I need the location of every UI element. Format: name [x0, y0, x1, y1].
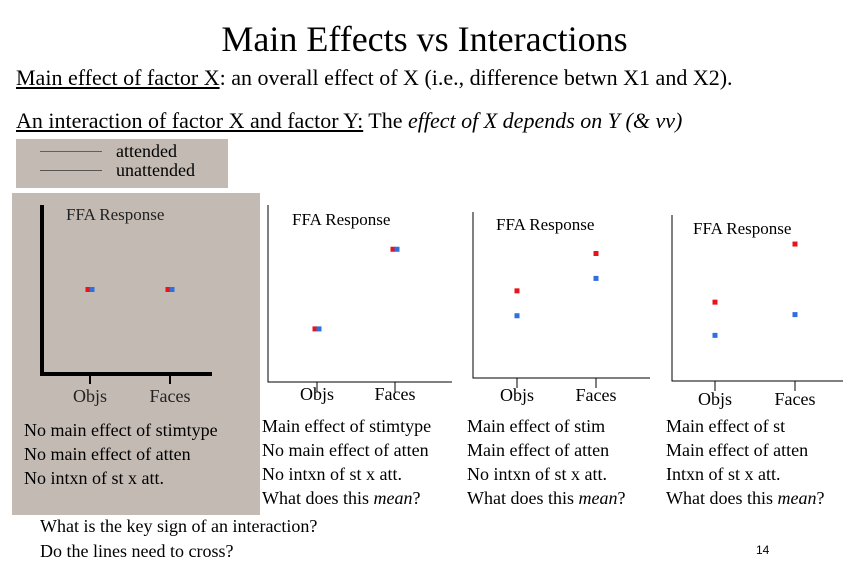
legend-label: unattended	[116, 160, 195, 180]
data-point-attended	[792, 241, 798, 247]
y-axis-label: FFA Response	[66, 205, 164, 224]
data-point-unattended	[514, 313, 520, 319]
x-tick-label: Faces	[150, 386, 191, 406]
page-number: 14	[756, 543, 770, 557]
x-tick-label: Faces	[576, 385, 617, 405]
caption-line: No main effect of stimtype	[24, 420, 218, 440]
caption-4: Main effect of st Main effect of atten I…	[666, 414, 824, 510]
chart-1-background	[12, 193, 260, 515]
interaction-term: An interaction of factor X and factor Y:	[16, 108, 364, 133]
caption-line: Main effect of atten	[666, 440, 809, 460]
legend-swatch-unattended	[40, 170, 102, 171]
data-point-attended	[85, 287, 91, 292]
caption-question: What does this mean?	[262, 488, 421, 508]
interaction-text: The	[363, 108, 408, 133]
caption-line: No main effect of atten	[24, 444, 191, 464]
y-axis-label: FFA Response	[693, 219, 791, 238]
interaction-definition: An interaction of factor X and factor Y:…	[16, 108, 682, 134]
caption-line: No intxn of st x att.	[24, 468, 164, 488]
caption-3: Main effect of stim Main effect of atten…	[467, 414, 625, 510]
x-tick-label: Objs	[73, 386, 107, 406]
question-lines-cross: Do the lines need to cross?	[40, 541, 234, 561]
main-effect-text: : an overall effect of X (i.e., differen…	[219, 65, 733, 90]
data-point-unattended	[593, 275, 599, 281]
legend-label: attended	[116, 141, 177, 161]
legend-swatch-attended	[40, 151, 102, 152]
data-point-unattended	[792, 312, 798, 318]
x-tick-label: Objs	[300, 384, 334, 404]
caption-question: What does this mean?	[467, 488, 626, 508]
caption-question: What does this mean?	[666, 488, 825, 508]
slide-title: Main Effects vs Interactions	[221, 19, 628, 59]
main-effect-term: Main effect of factor X	[16, 65, 220, 90]
data-point-unattended	[89, 287, 95, 292]
caption-line: No intxn of st x att.	[262, 464, 402, 484]
data-point-attended	[593, 251, 599, 256]
main-effect-definition: Main effect of factor X: an overall effe…	[16, 65, 733, 91]
caption-line: Main effect of atten	[467, 440, 610, 460]
data-point-unattended	[169, 287, 175, 292]
y-axis-label: FFA Response	[496, 215, 594, 234]
x-tick-label: Objs	[500, 385, 534, 405]
legend: attended unattended	[16, 139, 228, 188]
data-point-attended	[312, 326, 318, 332]
x-tick-label: Objs	[698, 389, 732, 409]
data-point-attended	[165, 287, 171, 292]
caption-line: Main effect of stimtype	[262, 416, 432, 436]
data-point-attended	[390, 246, 396, 252]
caption-line: Main effect of stim	[467, 416, 606, 436]
caption-1: No main effect of stimtype No main effec…	[24, 418, 218, 490]
data-point-unattended	[316, 326, 322, 332]
x-tick-label: Faces	[775, 389, 816, 409]
caption-line: Intxn of st x att.	[666, 464, 781, 484]
question-key-sign: What is the key sign of an interaction?	[40, 516, 318, 536]
y-axis-label: FFA Response	[292, 210, 390, 229]
data-point-unattended	[394, 246, 400, 252]
caption-line: No main effect of atten	[262, 440, 429, 460]
data-point-unattended	[712, 332, 718, 338]
x-tick-label: Faces	[375, 384, 416, 404]
data-point-attended	[514, 288, 520, 294]
caption-line: No intxn of st x att.	[467, 464, 607, 484]
caption-line: Main effect of st	[666, 416, 786, 436]
caption-2: Main effect of stimtype No main effect o…	[262, 414, 431, 510]
interaction-text-italic: effect of X depends on Y (& vv)	[408, 108, 683, 133]
data-point-attended	[712, 299, 718, 305]
